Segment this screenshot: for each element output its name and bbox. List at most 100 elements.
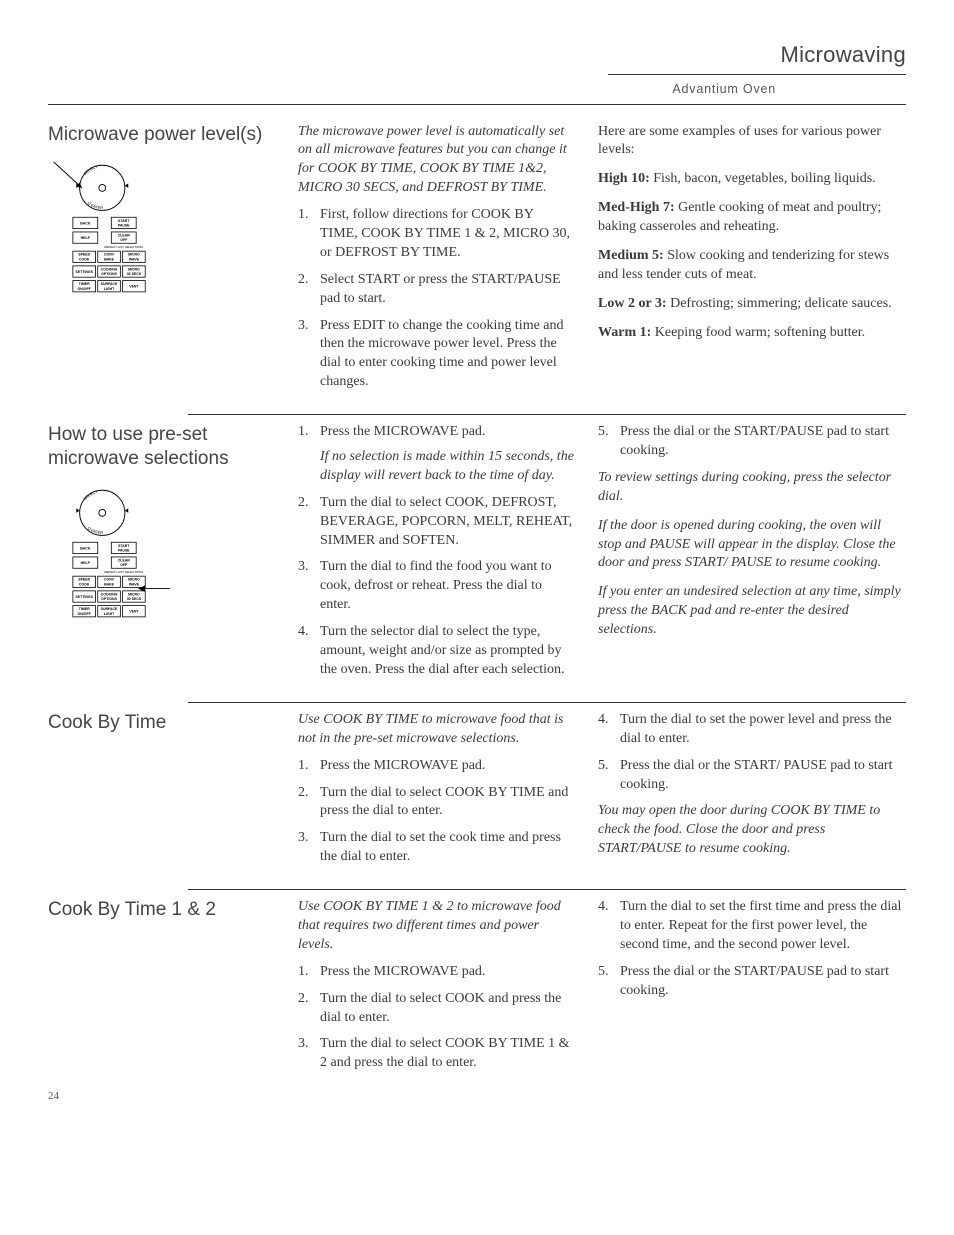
step-item: Press the dial or the START/ PAUSE pad t… bbox=[598, 757, 906, 795]
svg-text:SPEED: SPEED bbox=[78, 253, 90, 257]
svg-text:START: START bbox=[118, 543, 130, 547]
power-level-text: Defrosting; simmering; delicate sauces. bbox=[667, 296, 892, 311]
power-level-label: Med-High 7: bbox=[598, 200, 675, 215]
svg-text:BAKE: BAKE bbox=[104, 258, 115, 262]
svg-text:HELP: HELP bbox=[81, 236, 91, 240]
svg-text:TIMER: TIMER bbox=[79, 607, 90, 611]
svg-text:REPEAT LAST SELECTIONS: REPEAT LAST SELECTIONS bbox=[104, 245, 143, 249]
step-item: Press the dial or the START/PAUSE pad to… bbox=[598, 963, 906, 1001]
step-note: If no selection is made within 15 second… bbox=[298, 448, 574, 486]
svg-text:PAUSE: PAUSE bbox=[118, 548, 130, 552]
svg-text:CLEAR: CLEAR bbox=[118, 558, 131, 562]
svg-text:PAUSE: PAUSE bbox=[118, 224, 130, 228]
section-mid: Use COOK BY TIME to microwave food that … bbox=[298, 711, 598, 875]
svg-text:OPTIONS: OPTIONS bbox=[101, 272, 117, 276]
section-mid: The microwave power level is automatical… bbox=[298, 123, 598, 401]
svg-text:MICRO: MICRO bbox=[128, 268, 140, 272]
section-mid: Press the MICROWAVE pad. If no selection … bbox=[298, 423, 598, 688]
power-level-item: Warm 1: Keeping food warm; softening but… bbox=[598, 324, 906, 343]
step-list: Turn the dial to set the first time and … bbox=[598, 898, 906, 1000]
step-item: Press the MICROWAVE pad. bbox=[298, 963, 574, 982]
step-item: Turn the dial to select COOK and press t… bbox=[298, 990, 574, 1028]
svg-text:START: START bbox=[118, 219, 130, 223]
header-subtitle: Advantium Oven bbox=[48, 81, 906, 98]
step-item: Turn the dial to set the power level and… bbox=[598, 711, 906, 749]
svg-text:SPEED: SPEED bbox=[78, 577, 90, 581]
svg-text:WAVE: WAVE bbox=[129, 258, 140, 262]
header-row: Microwaving bbox=[48, 40, 906, 74]
step-list: Turn the dial to set the power level and… bbox=[598, 711, 906, 795]
section-title: How to use pre-set microwave selections bbox=[48, 423, 280, 471]
svg-text:HELP: HELP bbox=[81, 561, 91, 565]
section-left: Cook By Time bbox=[48, 711, 298, 875]
header-underline bbox=[608, 74, 906, 75]
svg-text:MICRO: MICRO bbox=[128, 577, 140, 581]
svg-text:MICRO: MICRO bbox=[128, 592, 140, 596]
svg-text:OPTIONS: OPTIONS bbox=[101, 597, 117, 601]
section: Microwave power level(s) TURN TO SELECT … bbox=[48, 115, 906, 415]
section-left: Microwave power level(s) TURN TO SELECT … bbox=[48, 123, 298, 401]
svg-text:CONV: CONV bbox=[104, 577, 115, 581]
section-title: Cook By Time bbox=[48, 711, 280, 735]
svg-text:SURFACE: SURFACE bbox=[101, 607, 118, 611]
svg-text:REPEAT LAST SELECTIONS: REPEAT LAST SELECTIONS bbox=[104, 569, 143, 573]
svg-text:SETTINGS: SETTINGS bbox=[75, 595, 93, 599]
step-item: Press the dial or the START/PAUSE pad to… bbox=[598, 423, 906, 461]
svg-text:TURN TO SELECT: TURN TO SELECT bbox=[48, 481, 99, 502]
svg-text:BAKE: BAKE bbox=[104, 582, 115, 586]
svg-text:CONV: CONV bbox=[104, 253, 115, 257]
section-right: Turn the dial to set the first time and … bbox=[598, 898, 906, 1081]
intro-text: Use COOK BY TIME to microwave food that … bbox=[298, 711, 574, 749]
step-list: Press the MICROWAVE pad. If no selection … bbox=[298, 423, 574, 680]
section-right: Turn the dial to set the power level and… bbox=[598, 711, 906, 875]
step-item: Turn the dial to set the cook time and p… bbox=[298, 829, 574, 867]
step-item: Press the MICROWAVE pad. bbox=[298, 423, 574, 442]
step-item: Turn the dial to select COOK BY TIME and… bbox=[298, 784, 574, 822]
power-level-label: Medium 5: bbox=[598, 248, 664, 263]
svg-text:VENT: VENT bbox=[129, 285, 139, 289]
intro-text: Use COOK BY TIME 1 & 2 to microwave food… bbox=[298, 898, 574, 955]
section-mid: Use COOK BY TIME 1 & 2 to microwave food… bbox=[298, 898, 598, 1081]
section-right: Press the dial or the START/PAUSE pad to… bbox=[598, 423, 906, 688]
step-item: Press EDIT to change the cooking time an… bbox=[298, 317, 574, 393]
section-left: How to use pre-set microwave selections … bbox=[48, 423, 298, 688]
svg-text:BACK: BACK bbox=[80, 546, 91, 550]
section: How to use pre-set microwave selections … bbox=[48, 415, 906, 702]
svg-text:30 SECS: 30 SECS bbox=[127, 597, 142, 601]
svg-text:MICRO: MICRO bbox=[128, 253, 140, 257]
control-panel-diagram: TURN TO SELECT PRESS TO ENTER BACKSTART … bbox=[48, 481, 178, 651]
note-text: You may open the door during COOK BY TIM… bbox=[598, 802, 906, 859]
svg-text:OFF: OFF bbox=[120, 239, 128, 243]
power-level-item: Medium 5: Slow cooking and tenderizing f… bbox=[598, 247, 906, 285]
svg-text:SETTINGS: SETTINGS bbox=[75, 270, 93, 274]
power-level-label: Warm 1: bbox=[598, 325, 651, 340]
panel-diagram: TURN TO SELECT PRESS TO ENTER BACKSTART … bbox=[48, 481, 280, 658]
top-rule bbox=[48, 104, 906, 105]
note-text: If you enter an undesired selection at a… bbox=[598, 583, 906, 640]
intro-text: The microwave power level is automatical… bbox=[298, 123, 574, 199]
section-title: Cook By Time 1 & 2 bbox=[48, 898, 280, 922]
page-number: 24 bbox=[48, 1089, 906, 1104]
power-level-item: Low 2 or 3: Defrosting; simmering; delic… bbox=[598, 295, 906, 314]
svg-text:COOK: COOK bbox=[79, 258, 90, 262]
step-item: Select START or press the START/PAUSE pa… bbox=[298, 271, 574, 309]
power-level-label: High 10: bbox=[598, 171, 650, 186]
svg-text:LIGHT: LIGHT bbox=[104, 611, 115, 615]
svg-text:SURFACE: SURFACE bbox=[101, 282, 118, 286]
note-text: If the door is opened during cooking, th… bbox=[598, 517, 906, 574]
section: Cook By Time 1 & 2 Use COOK BY TIME 1 & 2… bbox=[48, 890, 906, 1095]
step-item: Turn the selector dial to select the typ… bbox=[298, 623, 574, 680]
svg-text:VENT: VENT bbox=[129, 609, 139, 613]
step-item: Press the MICROWAVE pad. bbox=[298, 757, 574, 776]
section-title: Microwave power level(s) bbox=[48, 123, 280, 147]
control-panel-diagram: TURN TO SELECT PRESS TO ENTER BACKSTART … bbox=[48, 156, 178, 326]
svg-text:ON/OFF: ON/OFF bbox=[78, 611, 92, 615]
power-level-text: Fish, bacon, vegetables, boiling liquids… bbox=[650, 171, 876, 186]
page-title: Microwaving bbox=[780, 40, 906, 74]
step-item: Turn the dial to find the food you want … bbox=[298, 558, 574, 615]
section-left: Cook By Time 1 & 2 bbox=[48, 898, 298, 1081]
svg-text:BACK: BACK bbox=[80, 222, 91, 226]
svg-text:OFF: OFF bbox=[120, 563, 128, 567]
step-list: First, follow directions for COOK BY TIM… bbox=[298, 206, 574, 392]
svg-text:COOK: COOK bbox=[79, 582, 90, 586]
